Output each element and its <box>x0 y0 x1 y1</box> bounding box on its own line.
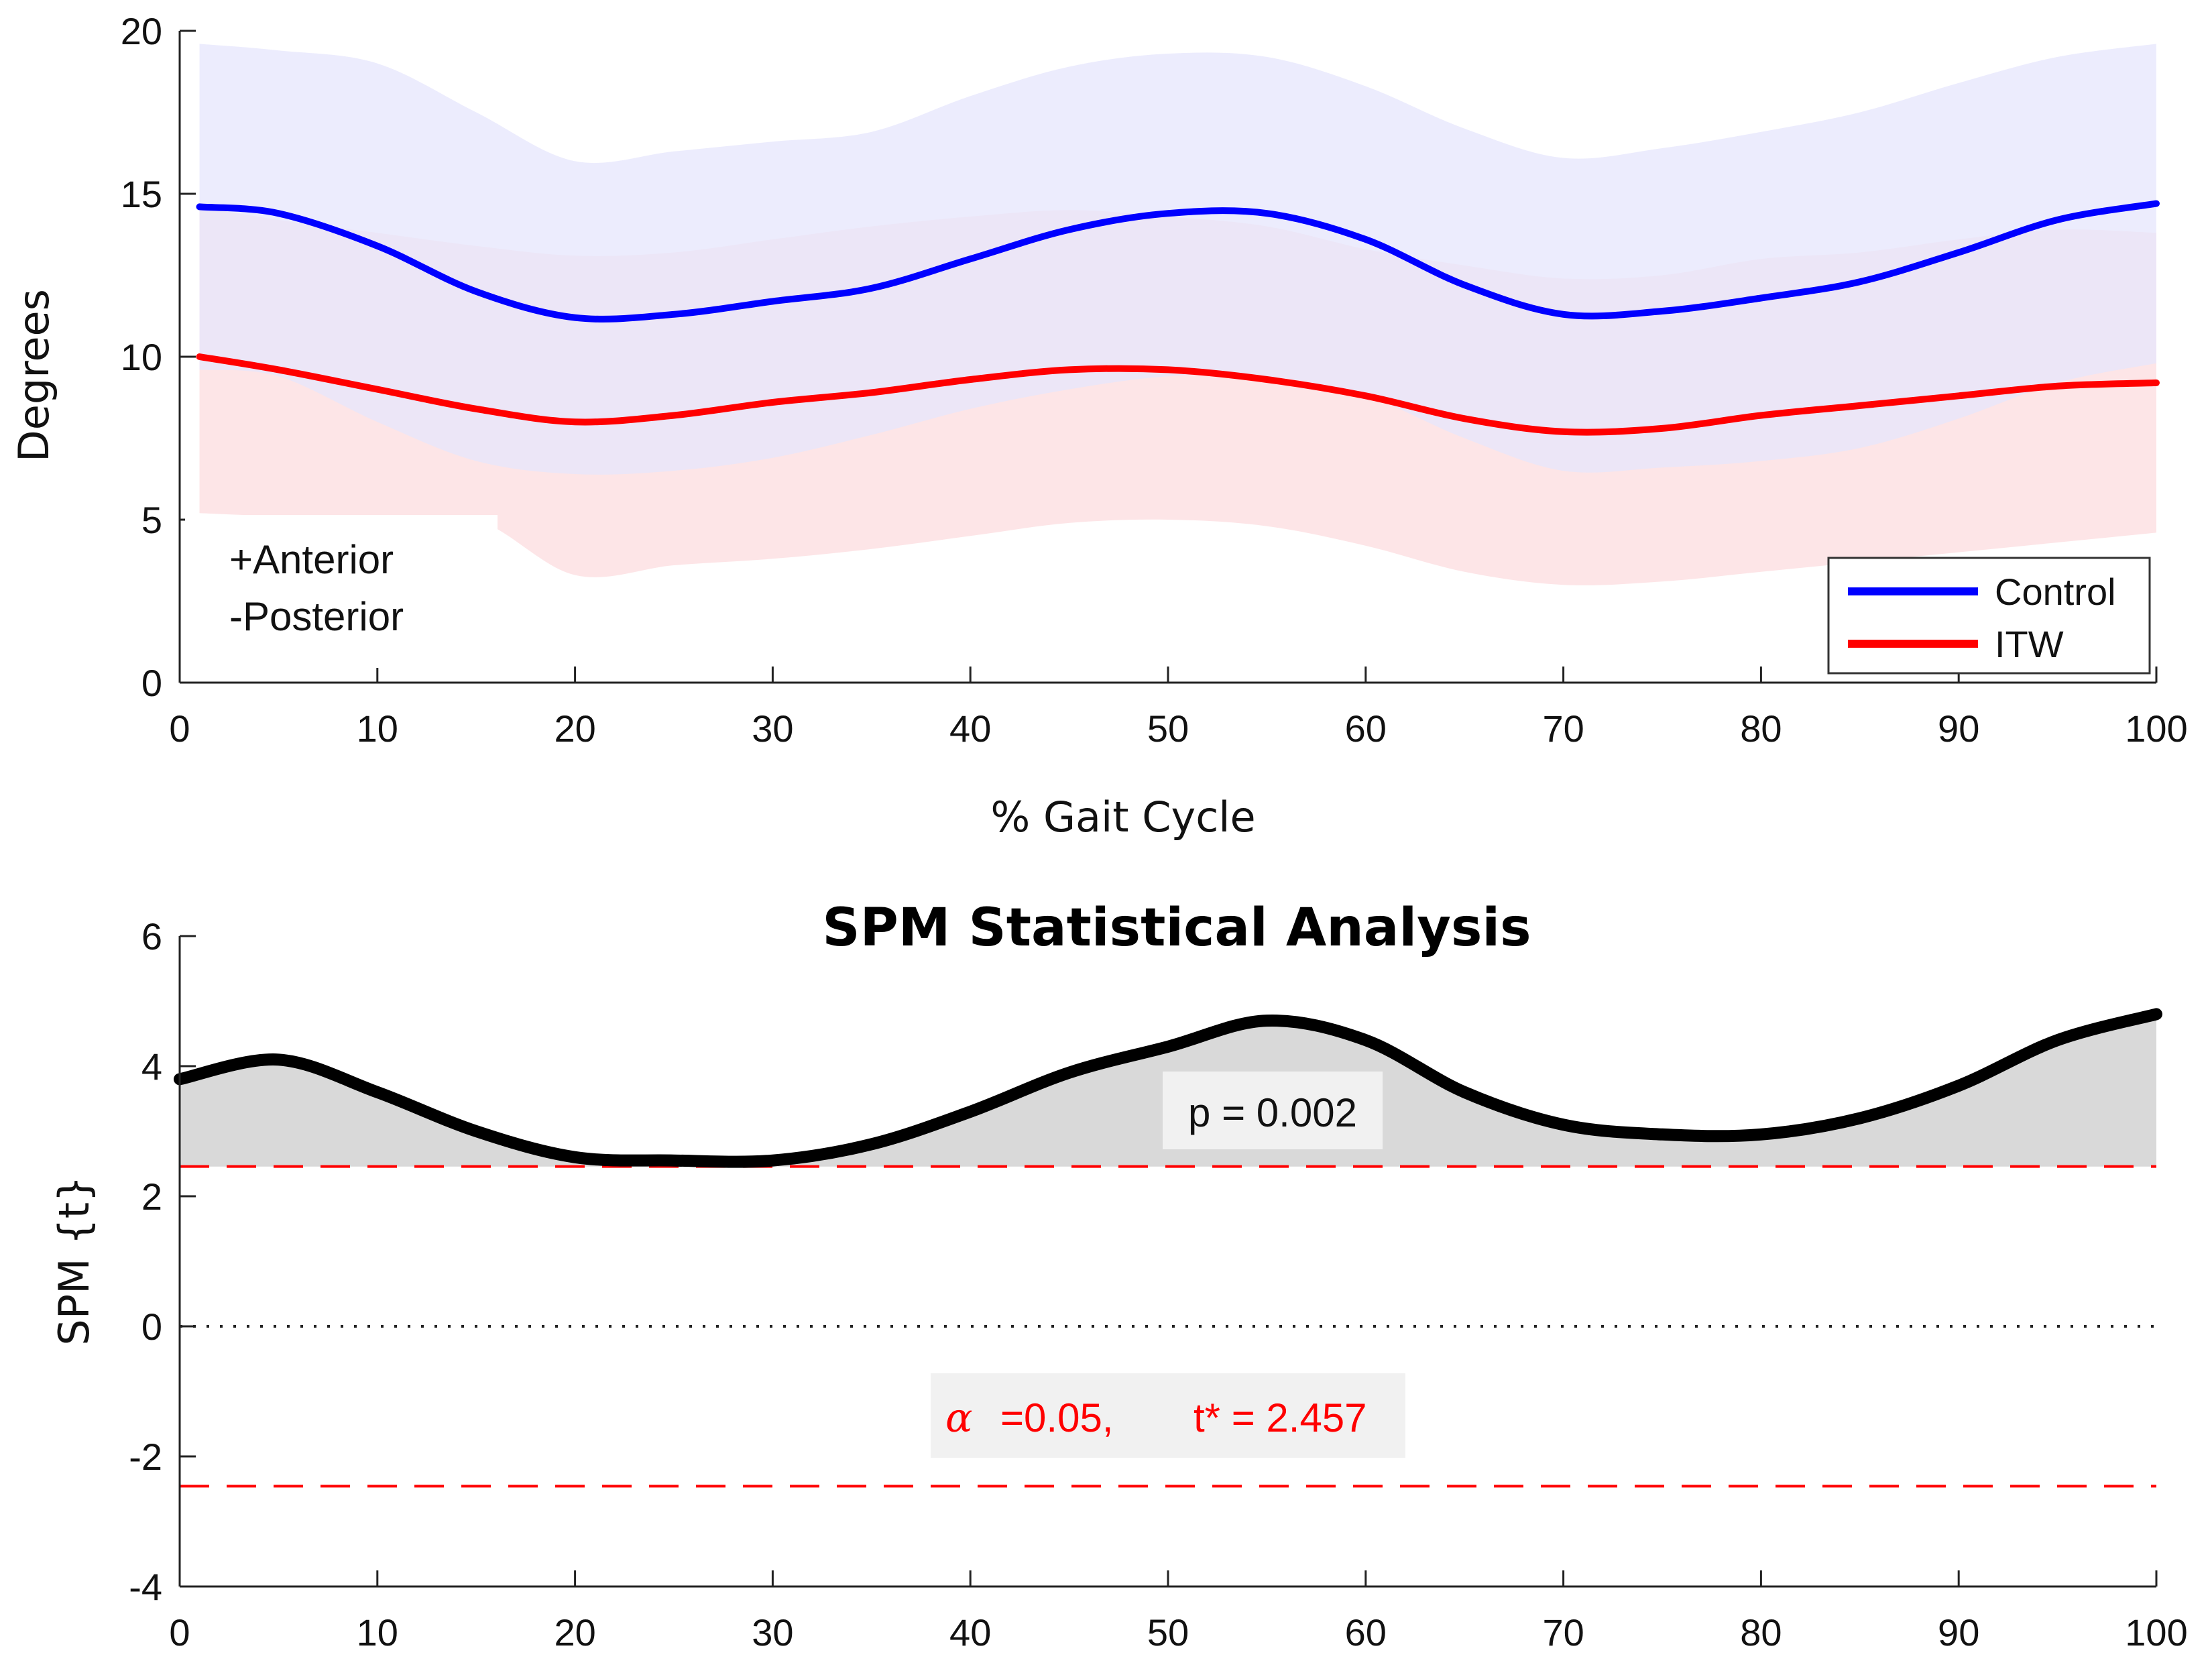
p-value-box <box>1163 1072 1383 1149</box>
legend: Control ITW <box>1827 557 2151 675</box>
spm-t-line <box>174 1008 2162 1168</box>
bottom-x-tick-label: 20 <box>554 1611 595 1654</box>
bottom-y-tick-label: 4 <box>141 1045 162 1088</box>
top-x-tick-label: 10 <box>357 707 398 750</box>
direction-note-box <box>185 515 498 668</box>
spm-chart-title: SPM Statistical Analysis <box>822 898 1531 958</box>
top-y-tick-label: 15 <box>121 173 162 215</box>
bottom-x-tick-label: 10 <box>357 1611 398 1654</box>
bottom-x-tick-label: 40 <box>949 1611 991 1654</box>
mean-line-itw <box>196 353 2160 436</box>
alpha-value: =0.05, <box>1000 1395 1114 1440</box>
spm-chart: SPM Statistical Analysis -4 -2 0 2 4 6 0 10 20 3… <box>50 898 2188 1654</box>
bottom-x-tick-label: 30 <box>752 1611 793 1654</box>
top-x-tick-label: 60 <box>1345 707 1387 750</box>
mean-line-control <box>196 200 2160 323</box>
alpha-symbol: α <box>945 1395 973 1442</box>
top-y-tick-label: 0 <box>141 662 162 704</box>
reference-lines <box>180 1165 2156 1488</box>
legend-label-itw: ITW <box>1995 623 2064 665</box>
top-y-axis-label: Degrees <box>9 289 58 462</box>
top-y-tick-label: 20 <box>121 10 162 52</box>
p-value-label: p = 0.002 <box>1188 1090 1357 1135</box>
top-x-tick-label: 0 <box>169 707 190 750</box>
top-x-tick-labels: 0 10 20 30 40 50 60 70 80 90 100 <box>169 707 2187 750</box>
top-x-tick-label: 90 <box>1938 707 1979 750</box>
bottom-y-tick-label: -2 <box>129 1436 162 1478</box>
bottom-y-tick-label: 6 <box>141 915 162 958</box>
sd-band-control <box>199 44 2156 475</box>
top-x-tick-label: 70 <box>1542 707 1584 750</box>
bottom-y-tick-labels: -4 -2 0 2 4 6 <box>129 915 162 1608</box>
top-x-tick-label: 20 <box>554 707 595 750</box>
direction-note-posterior: -Posterior <box>229 594 404 639</box>
alpha-box <box>931 1373 1405 1458</box>
bottom-axes <box>178 935 2158 1588</box>
top-x-tick-label: 40 <box>949 707 991 750</box>
top-x-tick-label: 50 <box>1147 707 1189 750</box>
critical-t-value: t* = 2.457 <box>1194 1395 1367 1440</box>
legend-box <box>1827 557 2151 675</box>
bottom-y-axis-label: SPM {t} <box>50 1175 99 1345</box>
bottom-x-tick-labels: 0 10 20 30 40 50 60 70 80 90 100 <box>169 1611 2187 1654</box>
bottom-x-tick-label: 70 <box>1542 1611 1584 1654</box>
top-axes <box>178 30 2158 684</box>
top-y-tick-label: 10 <box>121 336 162 378</box>
top-x-tick-label: 100 <box>2125 707 2187 750</box>
bottom-y-tick-label: 0 <box>141 1306 162 1348</box>
top-x-tick-label: 30 <box>752 707 793 750</box>
sd-bands <box>199 44 2156 585</box>
legend-label-control: Control <box>1995 571 2116 613</box>
bottom-x-tick-label: 100 <box>2125 1611 2187 1654</box>
top-y-tick-label: 5 <box>141 499 162 541</box>
top-y-tick-labels: 0 5 10 15 20 <box>121 10 162 704</box>
bottom-x-tick-label: 60 <box>1345 1611 1387 1654</box>
top-x-tick-label: 80 <box>1740 707 1782 750</box>
bottom-x-tick-label: 50 <box>1147 1611 1189 1654</box>
bottom-x-tick-label: 0 <box>169 1611 190 1654</box>
spm-t-curve <box>174 1008 2162 1168</box>
mean-lines <box>196 200 2160 436</box>
bottom-y-tick-label: 2 <box>141 1175 162 1218</box>
bottom-x-tick-label: 80 <box>1740 1611 1782 1654</box>
bottom-y-tick-label: -4 <box>129 1566 162 1608</box>
bottom-x-tick-label: 90 <box>1938 1611 1979 1654</box>
direction-note-anterior: +Anterior <box>229 537 394 582</box>
top-x-axis-label: % Gait Cycle <box>990 793 1255 842</box>
